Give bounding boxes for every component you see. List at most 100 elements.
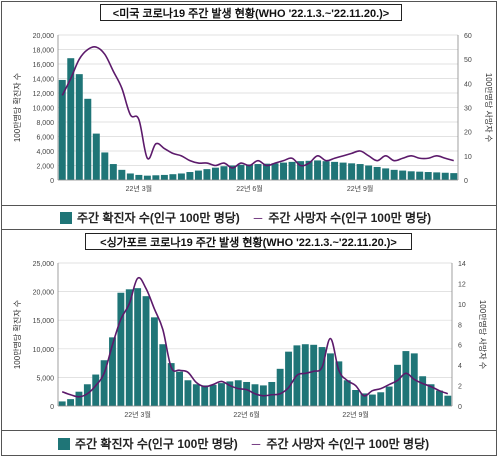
chart1-bar	[246, 164, 253, 180]
legend-bar-swatch	[58, 437, 70, 450]
chart1-bar	[416, 171, 424, 180]
chart1-bar	[160, 174, 168, 180]
chart1-bar	[382, 168, 390, 180]
chart2-ytick-label: 0	[50, 404, 54, 411]
chart1-bar	[399, 170, 407, 180]
chart1-bar	[441, 172, 449, 180]
chart1-ytick-label: 16,000	[33, 62, 55, 69]
chart2-bar	[150, 317, 158, 406]
chart2-y2tick-label: 0	[458, 404, 462, 411]
chart1-ytick-label: 14,000	[33, 77, 55, 84]
chart2-bar	[100, 360, 108, 406]
chart1-bar	[271, 163, 279, 180]
chart1-ytick-label: 10,000	[33, 106, 55, 113]
chart1-xtick-label: 22년 9월	[347, 184, 374, 193]
chart2-bar	[109, 337, 116, 406]
chart1-y2tick-label: 60	[464, 33, 472, 40]
chart2-bar	[117, 292, 125, 406]
chart1-bar	[169, 174, 177, 180]
chart2-y2tick-label: 6	[458, 343, 462, 350]
chart2-y2tick-label: 14	[458, 261, 466, 268]
chart1-bar	[194, 170, 202, 180]
chart1-bar	[407, 171, 415, 180]
chart1-y2tick-label: 10	[464, 154, 472, 161]
chart1-bar	[339, 162, 347, 180]
legend-line-label: 주간 사망자 수(인구 100만 명당)	[268, 211, 432, 225]
chart2-bar	[385, 386, 393, 406]
chart2-y2tick-label: 8	[458, 322, 462, 329]
chart2-death-line	[61, 276, 449, 398]
chart1-death-line	[61, 45, 454, 169]
chart1-bar	[365, 165, 373, 180]
chart2-bar	[218, 383, 225, 406]
chart1-title: <미국 코로나19 주간 발생 현황(WHO '22.1.3.~'22.11.2…	[100, 4, 402, 21]
chart2-singapore-weekly-covid: 0 5,000 10,000 15,000 20,000 25,000 0 2 4 6 8 10 12 1…	[12, 261, 488, 419]
chart2-bar	[92, 374, 100, 406]
chart2-bar	[435, 390, 443, 406]
legend-line-swatch: ─	[251, 436, 261, 451]
chart1-bar	[186, 172, 194, 180]
chart2-y2label: 100만명당 사망자 수	[478, 300, 488, 369]
chart2-y2tick-label: 2	[458, 384, 462, 391]
chart2-title: <싱가포르 코로나19 주간 발생 현황(WHO '22.1.3.~'22.11…	[85, 233, 412, 250]
chart2-xtick-label: 22년 6월	[233, 410, 260, 419]
chart1-bar	[254, 164, 262, 180]
chart1-bar	[314, 160, 322, 180]
chart2-bar	[192, 384, 200, 406]
chart1-bar	[220, 166, 228, 180]
chart1-bar	[356, 164, 364, 180]
chart2-y2tick-label: 4	[458, 363, 462, 370]
chart1-bar	[177, 173, 185, 180]
chart2-bar	[176, 371, 183, 406]
chart2-ylabel: 100만명당 확진자 수	[12, 300, 22, 369]
chart1-bar	[288, 161, 296, 180]
chart1-legend: 주간 확진자 수(인구 100만 명당) ─ 주간 사망자 수(인구 100만 …	[60, 209, 431, 226]
chart2-legend: 주간 확진자 수(인구 100만 명당) ─ 주간 사망자 수(인구 100만 …	[58, 435, 429, 452]
chart1-ylabel: 100만명당 확진자 수	[12, 73, 22, 142]
chart1-bar	[67, 58, 75, 181]
chart2-bar	[368, 394, 376, 406]
chart2-bar	[201, 385, 209, 406]
chart2-bar	[58, 401, 66, 406]
chart2-ytick-label: 20,000	[33, 290, 55, 297]
chart1-bar	[58, 79, 66, 180]
chart2-bar	[352, 389, 360, 406]
chart1-bar	[92, 133, 100, 180]
chart1-bar	[297, 161, 305, 180]
chart2-bar	[360, 393, 368, 406]
chart1-y2tick-label: 50	[464, 57, 472, 64]
chart2-bar	[167, 363, 175, 406]
chart2-bar	[159, 344, 167, 406]
chart1-bar	[280, 162, 288, 180]
chart2-bar	[226, 381, 234, 406]
chart2-bar	[134, 288, 142, 406]
chart1-bar	[152, 175, 160, 180]
chart2-xtick-label: 22년 3월	[124, 410, 151, 419]
chart2-bar	[310, 344, 318, 406]
chart1-bar	[322, 161, 330, 180]
chart2-bar	[318, 347, 326, 406]
chart1-bar	[450, 173, 458, 180]
chart2-bar	[394, 364, 401, 406]
chart1-bar	[84, 98, 92, 180]
chart2-ytick-label: 5,000	[36, 375, 54, 382]
legend-line-swatch: ─	[253, 210, 263, 225]
chart2-bar	[243, 381, 251, 406]
chart2-bar	[285, 351, 292, 406]
chart2-bar	[83, 384, 91, 406]
chart1-bar	[126, 173, 134, 180]
chart2-ytick-label: 25,000	[33, 261, 55, 268]
legend-bar-label: 주간 확진자 수(인구 100만 명당)	[75, 437, 238, 451]
chart2-bar	[276, 368, 284, 406]
section-separator	[1, 229, 497, 230]
chart1-bar	[135, 174, 143, 180]
chart1-usa-weekly-covid: 0 2,000 4,000 6,000 8,000 10,000 12,000 14,000 1…	[12, 33, 494, 193]
chart1-xtick-label: 22년 6월	[236, 184, 263, 193]
legend-separator-top	[1, 205, 497, 206]
chart2-bar	[142, 296, 150, 406]
chart1-y2tick-label: 20	[464, 130, 472, 137]
chart1-ytick-label: 0	[50, 178, 54, 185]
chart1-ytick-label: 12,000	[33, 91, 55, 98]
chart2-bar	[427, 384, 435, 406]
